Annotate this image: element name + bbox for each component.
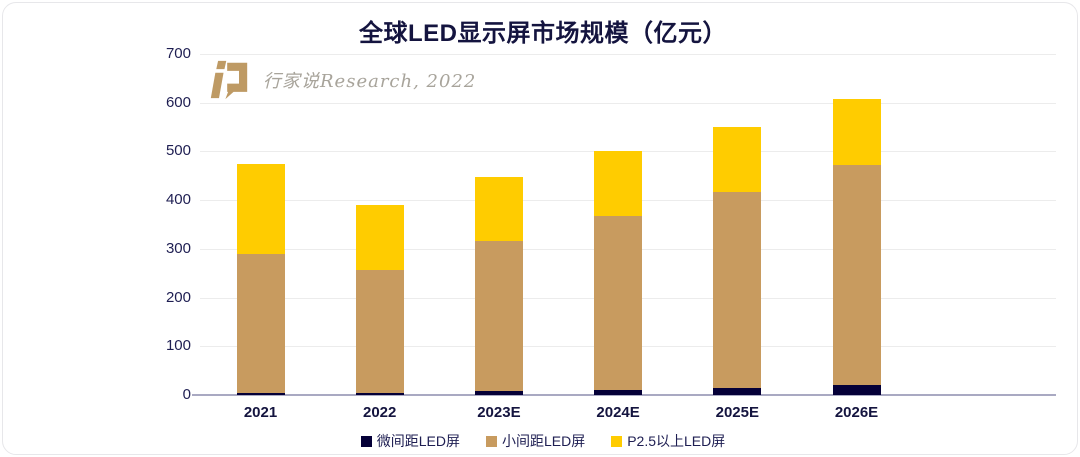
- y-axis-tick-label: 700: [165, 45, 191, 62]
- legend-label: P2.5以上LED屏: [627, 433, 726, 449]
- x-axis-tick-label: 2022: [363, 404, 397, 421]
- bar-segment-2022-微间距LED屏: [355, 393, 404, 395]
- y-axis-tick-label: 100: [165, 337, 191, 355]
- x-axis-tick-label: 2026E: [834, 404, 879, 421]
- plot-area: [192, 54, 1056, 396]
- legend-swatch-icon: [611, 435, 623, 447]
- watermark: 行家说Research, 2022: [209, 59, 476, 101]
- bar-segment-2025E-微间距LED屏: [713, 387, 762, 395]
- x-axis-tick-label: 2024E: [596, 404, 640, 421]
- bar-segment-2026E-P2.5以上LED屏: [832, 99, 881, 165]
- bar-segment-2025E-小间距LED屏: [713, 192, 762, 388]
- watermark-text: 行家说Research, 2022: [263, 71, 477, 92]
- bar-segment-2021-微间距LED屏: [236, 392, 285, 395]
- bar-segment-2026E-小间距LED屏: [832, 164, 881, 386]
- chart-title: 全球LED显示屏市场规模（亿元）: [359, 20, 727, 47]
- bar-segment-2023E-小间距LED屏: [474, 241, 523, 392]
- legend-swatch-icon: [360, 435, 372, 447]
- legend-swatch-icon: [485, 435, 497, 447]
- legend-item: 小间距LED屏: [485, 431, 586, 451]
- y-axis-tick-label: 400: [165, 191, 191, 209]
- y-axis-tick-label: 0: [182, 386, 191, 403]
- bar-segment-2025E-P2.5以上LED屏: [713, 126, 762, 193]
- legend-item: P2.5以上LED屏: [611, 431, 725, 451]
- legend: 微间距LED屏 小间距LED屏 P2.5以上LED屏: [3, 431, 1080, 451]
- bar-segment-2022-P2.5以上LED屏: [355, 205, 404, 270]
- x-axis-tick-label: 2021: [243, 404, 278, 421]
- y-axis-tick-label: 300: [165, 239, 191, 257]
- bar-segment-2024E-小间距LED屏: [594, 216, 643, 391]
- gridline: [200, 54, 1056, 55]
- bar-segment-2024E-P2.5以上LED屏: [594, 150, 643, 217]
- bar-segment-2023E-P2.5以上LED屏: [474, 176, 523, 242]
- bar-segment-2022-小间距LED屏: [355, 269, 404, 394]
- y-axis-tick-label: 500: [165, 142, 191, 160]
- bar-segment-2024E-微间距LED屏: [594, 390, 643, 395]
- legend-label: 小间距LED屏: [501, 433, 586, 449]
- gridline: [200, 102, 1056, 104]
- hangjiashuo-logo-icon: [210, 60, 248, 100]
- bar-segment-2021-P2.5以上LED屏: [236, 163, 285, 255]
- x-axis-tick-label: 2025E: [715, 404, 759, 421]
- legend-label: 微间距LED屏: [376, 433, 460, 449]
- legend-item: 微间距LED屏: [360, 431, 460, 451]
- bar-segment-2021-小间距LED屏: [236, 254, 285, 393]
- bar-segment-2026E-微间距LED屏: [832, 385, 881, 395]
- y-axis-tick-label: 200: [165, 288, 191, 306]
- bar-segment-2023E-微间距LED屏: [474, 391, 523, 395]
- x-axis-tick-label: 2023E: [477, 404, 521, 421]
- x-axis-line: [192, 394, 1056, 396]
- y-axis-tick-label: 600: [165, 93, 191, 111]
